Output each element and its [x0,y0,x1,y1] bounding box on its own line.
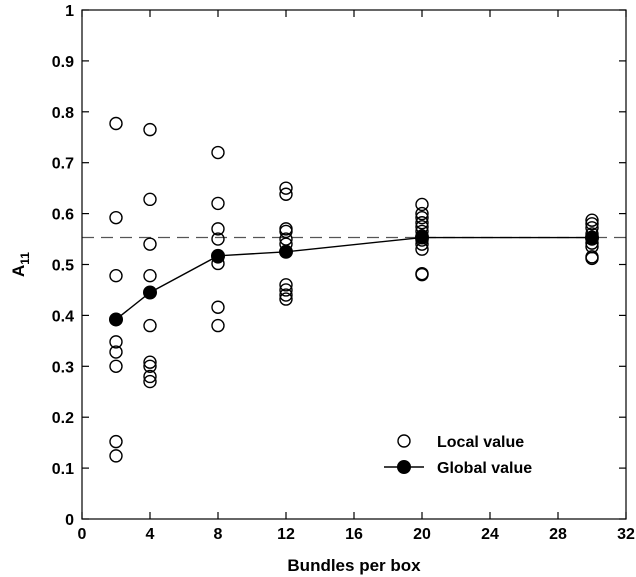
x-tick-label: 12 [277,526,295,543]
local-value-point [109,268,123,283]
local-value-point [143,355,157,369]
x-tick-label: 8 [214,526,223,543]
x-tick-label: 28 [549,526,567,543]
local-value-point [585,217,599,231]
local-value-point [109,116,123,131]
y-tick-label: 0.2 [52,410,74,427]
x-tick-label: 20 [413,526,431,543]
y-axis-label-main: A [9,265,28,277]
local-value-point [279,278,293,292]
legend-global-value-label: Global value [437,460,532,477]
local-value-point [415,267,429,282]
legend-local-value-label: Local value [437,434,524,451]
ticks-layer: 0 4 8 12 16 20 24 28 32 0 0.1 0.2 0.3 0.4 0.5 0.6 0.7 0.8… [52,3,635,543]
local-value-point [143,268,157,283]
local-value-point [279,187,293,201]
x-tick-label: 4 [146,526,155,543]
x-tick-label: 24 [481,526,499,543]
local-value-point [143,359,157,373]
local-value-point [143,192,157,207]
x-tick-label: 0 [78,526,87,543]
legend-global-value-marker [397,460,411,474]
global-value-point [109,312,123,327]
local-value-point [211,300,225,314]
local-value-point [279,224,293,239]
y-tick-label: 0.5 [52,258,74,275]
local-value-point [415,206,429,221]
local-value-point [143,374,157,389]
y-tick-label: 0.6 [52,207,74,224]
local-value-point [211,318,225,333]
local-value-point [415,210,429,225]
y-axis-label: A11 [9,252,32,277]
legend-local-value-marker [397,434,411,448]
global-value-point [143,285,157,300]
local-value-point [279,283,293,297]
global-value-point [415,230,429,245]
global-value-point [211,248,225,263]
local-value-point [109,335,123,349]
y-tick-label: 1 [65,3,74,20]
y-axis-label-subscript: 11 [18,252,32,265]
local-value-point [143,318,157,333]
local-value-point [109,434,123,449]
local-value-point [585,213,599,227]
local-value-point [211,196,225,211]
y-tick-label: 0.3 [52,359,74,376]
local-value-point [415,197,429,212]
x-tick-label: 32 [617,526,635,543]
y-tick-label: 0.9 [52,54,74,71]
local-value-point [211,222,225,236]
x-tick-label: 16 [345,526,363,543]
local-value-point [279,181,293,195]
y-tick-label: 0.1 [52,461,74,478]
series-layer [109,116,599,463]
global-value-point [585,230,599,245]
y-tick-label: 0 [65,512,74,529]
local-value-point [109,449,123,463]
legend: Local value Global value [384,434,532,477]
local-value-point [143,237,157,251]
y-tick-label: 0.4 [52,308,74,325]
local-value-point [143,369,157,384]
local-value-point [143,122,157,137]
local-value-point [585,251,599,266]
x-axis-label: Bundles per box [287,556,421,575]
local-value-point [279,288,293,302]
local-value-point [109,210,123,225]
local-value-point [109,359,123,373]
local-value-point [415,216,429,230]
local-value-point [279,292,293,306]
global-value-point [279,244,293,259]
y-tick-label: 0.8 [52,105,74,122]
local-value-point [211,145,225,160]
global-value-line [115,236,592,321]
local-value-point [211,232,225,246]
local-value-point [109,345,123,359]
y-tick-label: 0.7 [52,156,74,173]
